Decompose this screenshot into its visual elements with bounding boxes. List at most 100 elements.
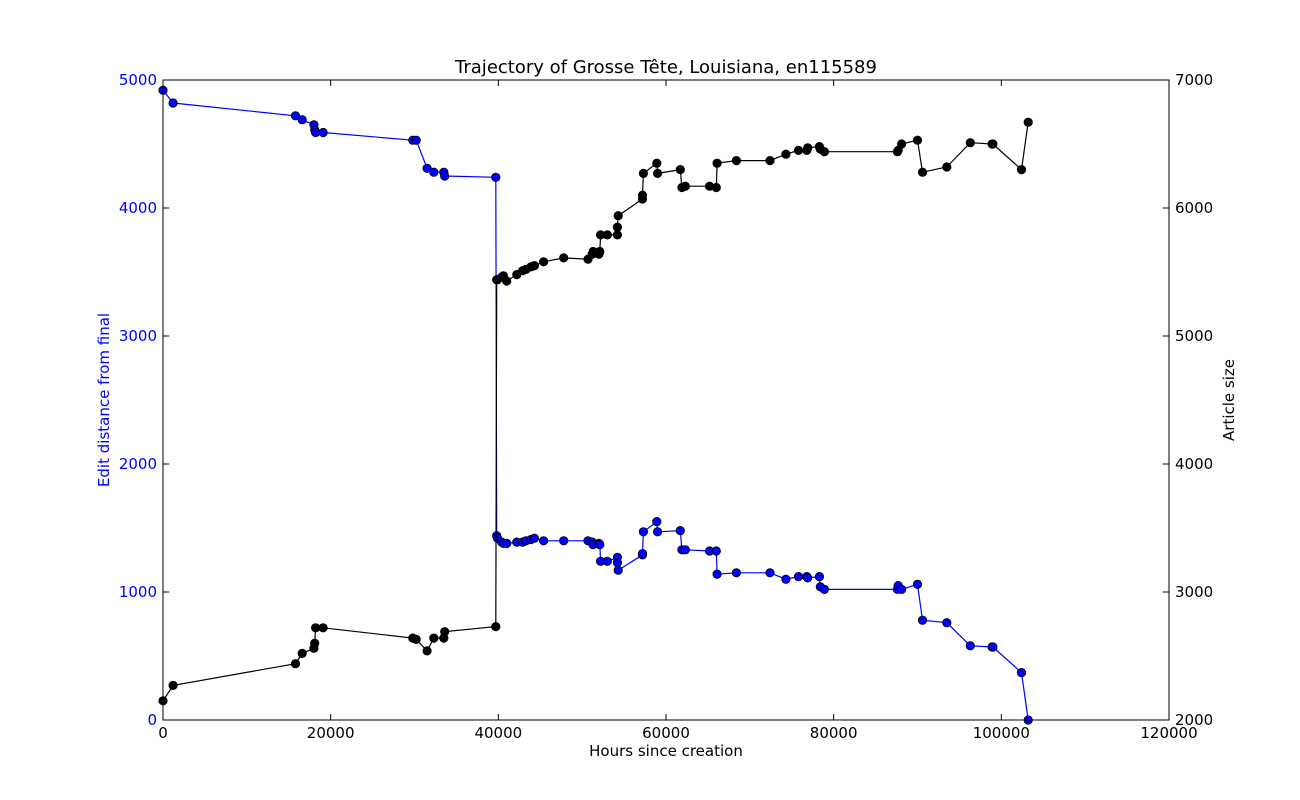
data-point-right xyxy=(1023,117,1033,127)
left-y-tick-label: 4000 xyxy=(119,199,157,217)
data-point-left xyxy=(803,573,813,583)
data-point-left xyxy=(538,536,549,546)
data-point-right xyxy=(942,162,952,172)
data-point-left xyxy=(680,545,690,555)
data-point-right xyxy=(917,167,928,177)
data-point-right xyxy=(612,230,623,240)
data-point-left xyxy=(711,546,721,556)
data-point-right xyxy=(529,260,540,271)
data-point-left xyxy=(638,527,649,537)
data-point-left xyxy=(912,579,923,589)
data-point-left xyxy=(168,98,178,108)
data-point-left xyxy=(491,172,501,182)
data-point-left xyxy=(731,568,742,578)
data-point-right xyxy=(965,138,975,148)
data-point-left xyxy=(529,533,540,543)
data-point-right xyxy=(680,181,690,191)
series-line-right xyxy=(162,122,1029,702)
data-point-right xyxy=(491,621,501,632)
data-point-right xyxy=(637,190,648,200)
data-point-right xyxy=(638,168,649,178)
data-point-right xyxy=(988,139,998,149)
data-point-right xyxy=(613,211,623,221)
data-point-right xyxy=(912,135,923,145)
data-point-left xyxy=(988,642,998,652)
chart-title: Trajectory of Grosse Tête, Louisiana, en… xyxy=(454,57,877,78)
data-point-right xyxy=(803,143,813,153)
data-point-right xyxy=(538,257,549,267)
x-tick-label: 120000 xyxy=(1140,724,1197,742)
right-y-tick-label: 5000 xyxy=(1175,327,1213,345)
data-point-right xyxy=(429,633,439,643)
data-point-left xyxy=(290,111,301,121)
data-point-right xyxy=(675,165,685,175)
data-point-right xyxy=(896,139,907,149)
data-point-right xyxy=(652,158,662,168)
data-point-right xyxy=(422,646,432,656)
data-point-left xyxy=(652,516,662,527)
x-axis: 0 20000 40000 60000 80000 100000 120000 xyxy=(158,80,1198,742)
data-point-left xyxy=(411,135,421,145)
data-point-left xyxy=(422,163,432,173)
x-tick-label: 100000 xyxy=(973,724,1030,742)
data-point-right xyxy=(711,182,721,193)
data-point-left xyxy=(429,167,439,177)
data-point-left xyxy=(1016,667,1027,678)
data-point-right xyxy=(793,145,804,155)
data-point-left xyxy=(712,569,722,579)
data-point-right xyxy=(290,659,301,669)
data-point-left xyxy=(781,574,791,584)
data-point-right xyxy=(1016,165,1027,175)
data-point-right xyxy=(612,222,623,232)
data-point-right xyxy=(297,648,307,659)
x-tick-label: 80000 xyxy=(810,724,858,742)
data-point-left xyxy=(896,584,907,595)
left-y-tick-label: 0 xyxy=(147,711,157,729)
left-y-axis-label: Edit distance from final xyxy=(95,313,113,487)
x-tick-label: 0 xyxy=(158,724,168,742)
data-point-left xyxy=(814,571,825,582)
x-tick-label: 20000 xyxy=(307,724,355,742)
data-point-left xyxy=(297,115,307,125)
left-y-axis: 0 1000 2000 3000 4000 5000 xyxy=(119,71,169,729)
data-point-left xyxy=(765,568,775,578)
data-point-right xyxy=(310,638,320,648)
right-y-tick-label: 3000 xyxy=(1175,583,1213,601)
left-y-tick-label: 1000 xyxy=(119,583,157,601)
data-point-left xyxy=(675,525,685,536)
data-point-left xyxy=(917,615,928,625)
data-point-right xyxy=(819,147,830,157)
left-y-tick-label: 2000 xyxy=(119,455,157,473)
data-point-left xyxy=(637,548,648,559)
data-point-right xyxy=(731,156,742,166)
data-point-left xyxy=(793,571,804,582)
data-point-left xyxy=(318,127,328,138)
data-point-right xyxy=(411,634,421,645)
data-point-right xyxy=(559,253,569,263)
data-point-left xyxy=(613,565,623,575)
data-point-right xyxy=(765,156,775,166)
data-point-left xyxy=(602,556,612,566)
right-y-tick-label: 4000 xyxy=(1175,455,1213,473)
data-point-right xyxy=(502,276,512,286)
data-point-right xyxy=(168,680,178,691)
x-axis-label: Hours since creation xyxy=(589,742,743,760)
right-y-axis-label: Article size xyxy=(1220,359,1238,441)
left-y-tick-label: 5000 xyxy=(119,71,157,89)
data-point-right xyxy=(712,158,722,168)
right-y-tick-label: 7000 xyxy=(1175,71,1213,89)
data-point-right xyxy=(781,149,791,159)
data-point-right xyxy=(440,627,450,637)
data-point-left xyxy=(502,538,512,549)
data-point-right xyxy=(595,246,605,257)
series-layer xyxy=(158,85,1033,725)
data-point-left xyxy=(965,641,975,651)
data-point-left xyxy=(942,618,952,628)
series-line-left xyxy=(162,89,1029,721)
data-point-left xyxy=(652,527,663,537)
data-point-left xyxy=(612,557,623,568)
data-point-right xyxy=(318,623,328,633)
x-tick-label: 40000 xyxy=(474,724,522,742)
data-point-right xyxy=(652,168,663,178)
